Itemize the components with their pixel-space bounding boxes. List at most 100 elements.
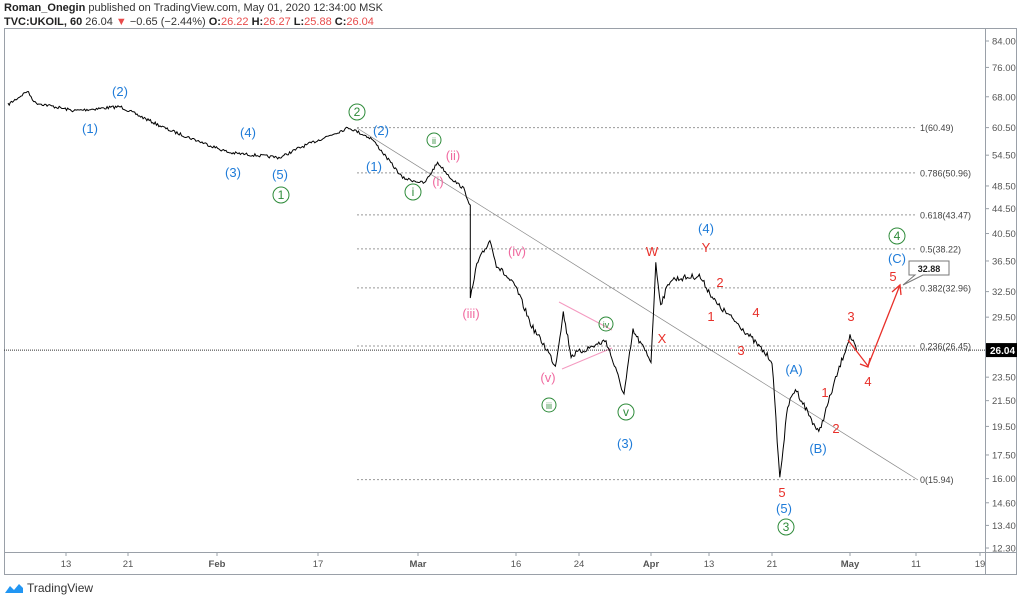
time-tick-label: Mar xyxy=(410,559,427,570)
price-tick-label: 44.50 xyxy=(992,204,1016,215)
wave-label: 2 xyxy=(832,421,839,436)
close-value: 26.04 xyxy=(346,16,374,28)
price-tick-label: 40.50 xyxy=(992,229,1016,240)
wave-label: (3) xyxy=(617,436,633,451)
price-tick-label: 76.00 xyxy=(992,63,1016,74)
price-tick-label: 17.50 xyxy=(992,450,1016,461)
time-tick-label: 13 xyxy=(704,559,715,570)
low-value: 25.88 xyxy=(304,16,332,28)
wave-label: X xyxy=(658,331,667,346)
wave-label: (ii) xyxy=(446,148,460,163)
time-tick-label: 21 xyxy=(767,559,778,570)
low-label: L: xyxy=(293,16,305,28)
price-tick-label: 21.50 xyxy=(992,396,1016,407)
symbol-info: TVC:UKOIL, 60 26.04 ▼ −0.65 (−2.44%) O:2… xyxy=(4,16,374,28)
arrowhead-icon xyxy=(891,283,902,296)
target-callout-label: 32.88 xyxy=(918,264,941,274)
wave-label: (5) xyxy=(272,167,288,182)
price-series-line xyxy=(7,91,858,478)
wave-label: 2 xyxy=(354,105,361,119)
price-tick-label: 36.50 xyxy=(992,256,1016,267)
fib-level-label: 0.786(50.96) xyxy=(920,168,971,178)
price-tick-label: 54.50 xyxy=(992,151,1016,162)
projection-path xyxy=(847,284,901,368)
fib-level-label: 0.382(32.96) xyxy=(920,283,971,293)
time-tick-label: 11 xyxy=(911,559,921,570)
wave-label: (iii) xyxy=(462,306,479,321)
price-tick-label: 29.50 xyxy=(992,313,1016,324)
price-tick-label: 60.50 xyxy=(992,123,1016,134)
wave-circle xyxy=(272,186,290,204)
wave-label: (5) xyxy=(776,501,792,516)
wave-label: iii xyxy=(546,401,552,411)
wave-label: (1) xyxy=(82,121,98,136)
symbol: TVC:UKOIL, 60 xyxy=(4,16,83,28)
wave-label: (2) xyxy=(373,123,389,138)
published-text: published on TradingView.com, May 01, 20… xyxy=(88,2,383,14)
wave-label: (A) xyxy=(785,362,802,377)
time-tick-label: 21 xyxy=(123,559,134,570)
publish-info: Roman_Onegin published on TradingView.co… xyxy=(4,2,383,14)
open-value: 26.22 xyxy=(220,16,249,28)
wave-label: 3 xyxy=(737,343,744,358)
time-tick-label: May xyxy=(841,559,860,570)
wave-label: 4 xyxy=(752,305,759,320)
wave-label: Y xyxy=(702,240,711,255)
trend-line xyxy=(356,127,919,481)
wave-label: 5 xyxy=(778,485,785,500)
tradingview-logo[interactable]: TradingView xyxy=(4,581,93,595)
time-tick-label: Apr xyxy=(643,559,660,570)
triangle-lower-line xyxy=(561,347,613,370)
wave-label: (v) xyxy=(540,370,555,385)
wave-circle xyxy=(598,316,614,332)
time-tick-label: Feb xyxy=(209,559,226,570)
high-value: 26.27 xyxy=(263,16,291,28)
chart-frame xyxy=(4,28,1017,575)
down-arrow-icon: ▼ xyxy=(115,16,127,28)
triangle-upper-line xyxy=(558,301,613,331)
close-label: C: xyxy=(334,16,347,28)
fib-level-label: 1(60.49) xyxy=(920,123,954,133)
wave-label: 4 xyxy=(864,374,871,389)
fib-level-label: 0(15.94) xyxy=(920,475,954,485)
wave-label: (4) xyxy=(698,221,714,236)
brand-name: TradingView xyxy=(27,581,94,595)
price-tick-label: 23.50 xyxy=(992,373,1016,384)
wave-label: (B) xyxy=(809,441,826,456)
wave-circle xyxy=(777,518,795,536)
price-tick-label: 84.00 xyxy=(992,37,1016,48)
time-tick-label: 13 xyxy=(61,559,72,570)
wave-label: 1 xyxy=(707,309,714,324)
price-change: −0.65 (−2.44%) xyxy=(129,16,206,28)
author-name[interactable]: Roman_Onegin xyxy=(4,2,86,14)
wave-circle xyxy=(348,103,366,121)
price-tick-label: 14.60 xyxy=(992,498,1016,509)
fib-level-label: 0.618(43.47) xyxy=(920,210,971,220)
wave-label: iv xyxy=(603,320,610,330)
wave-circle xyxy=(888,227,906,245)
wave-label: 3 xyxy=(783,520,790,534)
price-tick-label: 19.50 xyxy=(992,422,1016,433)
wave-label: 2 xyxy=(716,275,723,290)
wave-label: (4) xyxy=(240,125,256,140)
price-tick-label: 13.40 xyxy=(992,521,1016,532)
high-label: H: xyxy=(251,16,264,28)
price-tick-label: 48.50 xyxy=(992,181,1016,192)
wave-label: W xyxy=(646,244,659,259)
price-tick-label: 16.00 xyxy=(992,474,1016,485)
arrowhead-icon xyxy=(859,357,871,368)
time-tick-label: 19 xyxy=(975,559,986,570)
time-tick-label: 17 xyxy=(313,559,324,570)
last-price-label: 26.04 xyxy=(990,346,1015,357)
time-tick-label: 24 xyxy=(574,559,585,570)
wave-label: i xyxy=(412,185,415,199)
wave-label: 5 xyxy=(889,269,896,284)
price-tick-label: 68.00 xyxy=(992,92,1016,103)
wave-label: 3 xyxy=(847,309,854,324)
wave-label: (C) xyxy=(888,251,906,266)
wave-label: 1 xyxy=(821,385,828,400)
open-label: O: xyxy=(208,16,221,28)
wave-label: ii xyxy=(432,136,436,146)
wave-label: 4 xyxy=(894,229,901,243)
